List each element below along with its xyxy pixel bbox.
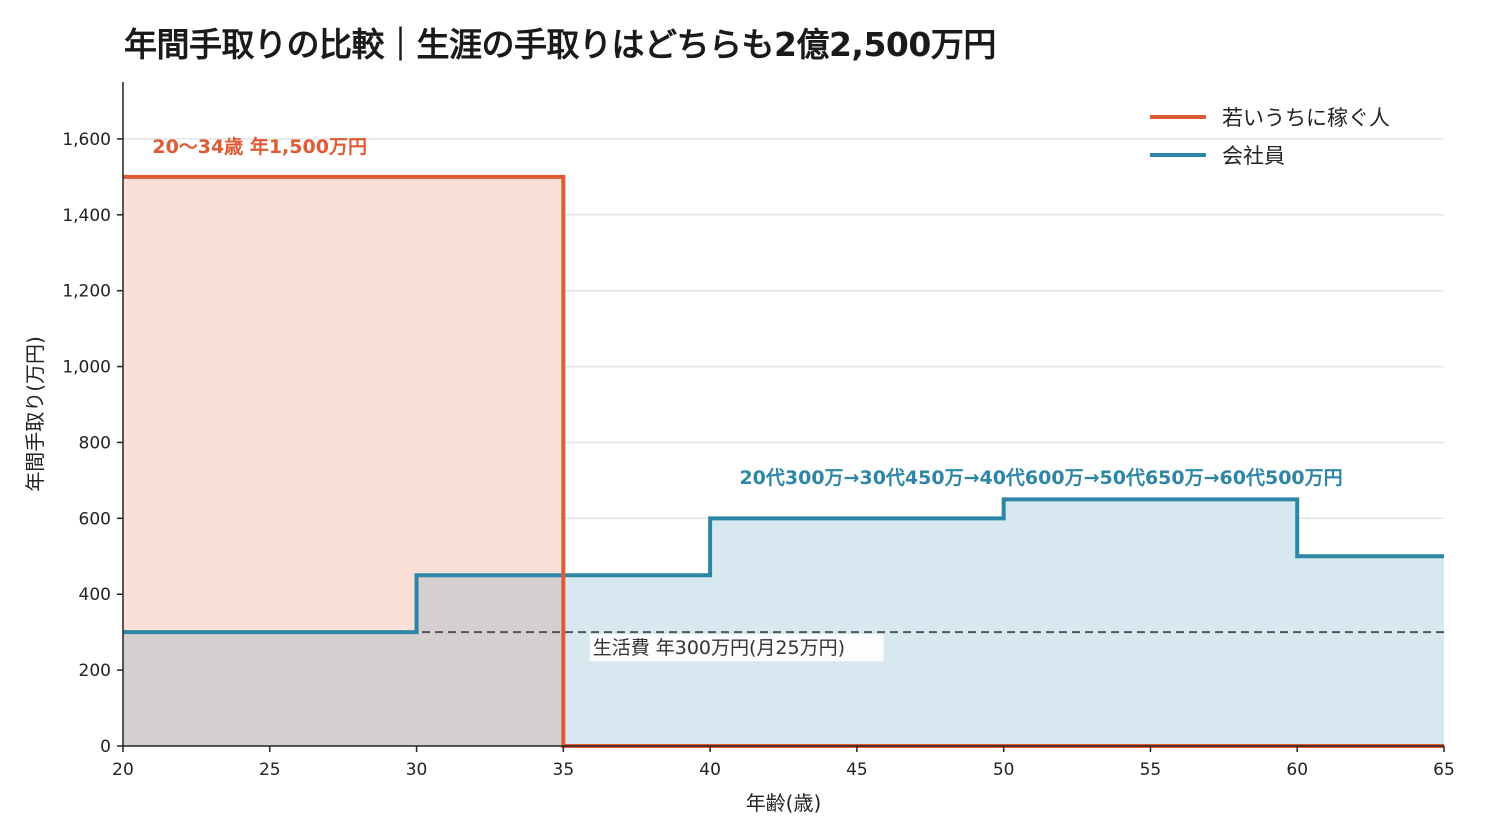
x-tick-label-25: 25 (259, 760, 281, 780)
y-tick-label-200: 200 (79, 661, 111, 681)
legend-label-1: 若いうちに稼ぐ人 (1222, 106, 1390, 130)
series-line-会社員 (123, 497, 1444, 635)
x-tick-label-35: 35 (553, 760, 575, 780)
x-tick-label-40: 40 (699, 760, 721, 780)
x-tick-label-20: 20 (112, 760, 134, 780)
annotation-会社員: 20代300万→30代450万→40代600万→50代650万→60代500万円 (739, 467, 1342, 489)
y-tick-label-600: 600 (79, 509, 111, 529)
x-tick-label-30: 30 (406, 760, 428, 780)
x-axis-title: 年齢(歳) (746, 791, 822, 815)
annotation-若いうちに稼ぐ人: 20〜34歳 年1,500万円 (152, 135, 367, 158)
y-tick-label-1400: 1,400 (62, 206, 111, 226)
x-tick-label-55: 55 (1140, 760, 1162, 780)
x-tick-label-60: 60 (1286, 760, 1308, 780)
x-tick-label-50: 50 (993, 760, 1015, 780)
y-tick-label-1000: 1,000 (62, 358, 111, 378)
x-tick-label-65: 65 (1433, 760, 1455, 780)
chart-title: 年間手取りの比較｜生涯の手取りはどちらも2億2,500万円 (124, 25, 996, 64)
y-tick-label-0: 0 (100, 737, 111, 757)
overlap-fill (123, 575, 564, 746)
y-tick-label-400: 400 (79, 585, 111, 605)
y-tick-label-1200: 1,200 (62, 282, 111, 302)
y-tick-label-1600: 1,600 (62, 130, 111, 150)
reference-label-bg (589, 634, 884, 662)
y-axis-title: 年間手取り(万円) (23, 336, 47, 492)
reference-label: 生活費 年300万円(月25万円) (593, 637, 845, 659)
x-tick-label-45: 45 (846, 760, 868, 780)
y-tick-label-800: 800 (79, 433, 111, 453)
legend-label-2: 会社員 (1222, 144, 1285, 168)
